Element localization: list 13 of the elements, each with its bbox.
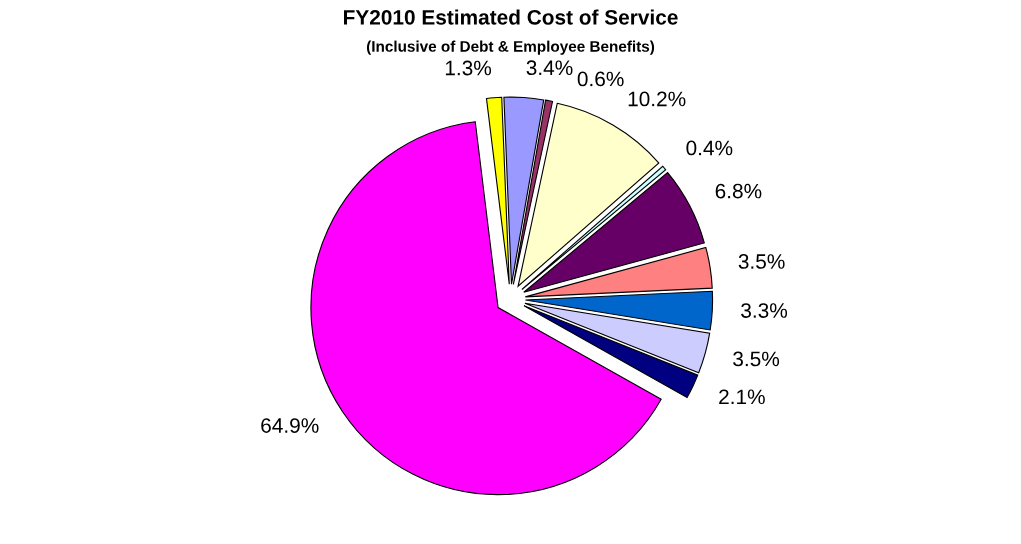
data-label: 10.2% <box>628 91 686 107</box>
chart-subtitle: (Inclusive of Debt & Employee Benefits) <box>366 40 655 55</box>
data-label: 3.3% <box>741 303 788 318</box>
data-label: 1.3% <box>445 60 492 76</box>
data-label: 3.5% <box>733 351 780 367</box>
data-label: 3.4% <box>526 60 573 76</box>
data-label: 0.4% <box>686 140 733 156</box>
data-label: 6.8% <box>715 183 762 199</box>
data-label: 64.9% <box>261 418 319 433</box>
chart-title: FY2010 Estimated Cost of Service <box>344 9 678 25</box>
data-label: 0.6% <box>577 71 624 87</box>
data-label: 2.1% <box>719 389 765 405</box>
data-label: 3.5% <box>738 254 785 269</box>
